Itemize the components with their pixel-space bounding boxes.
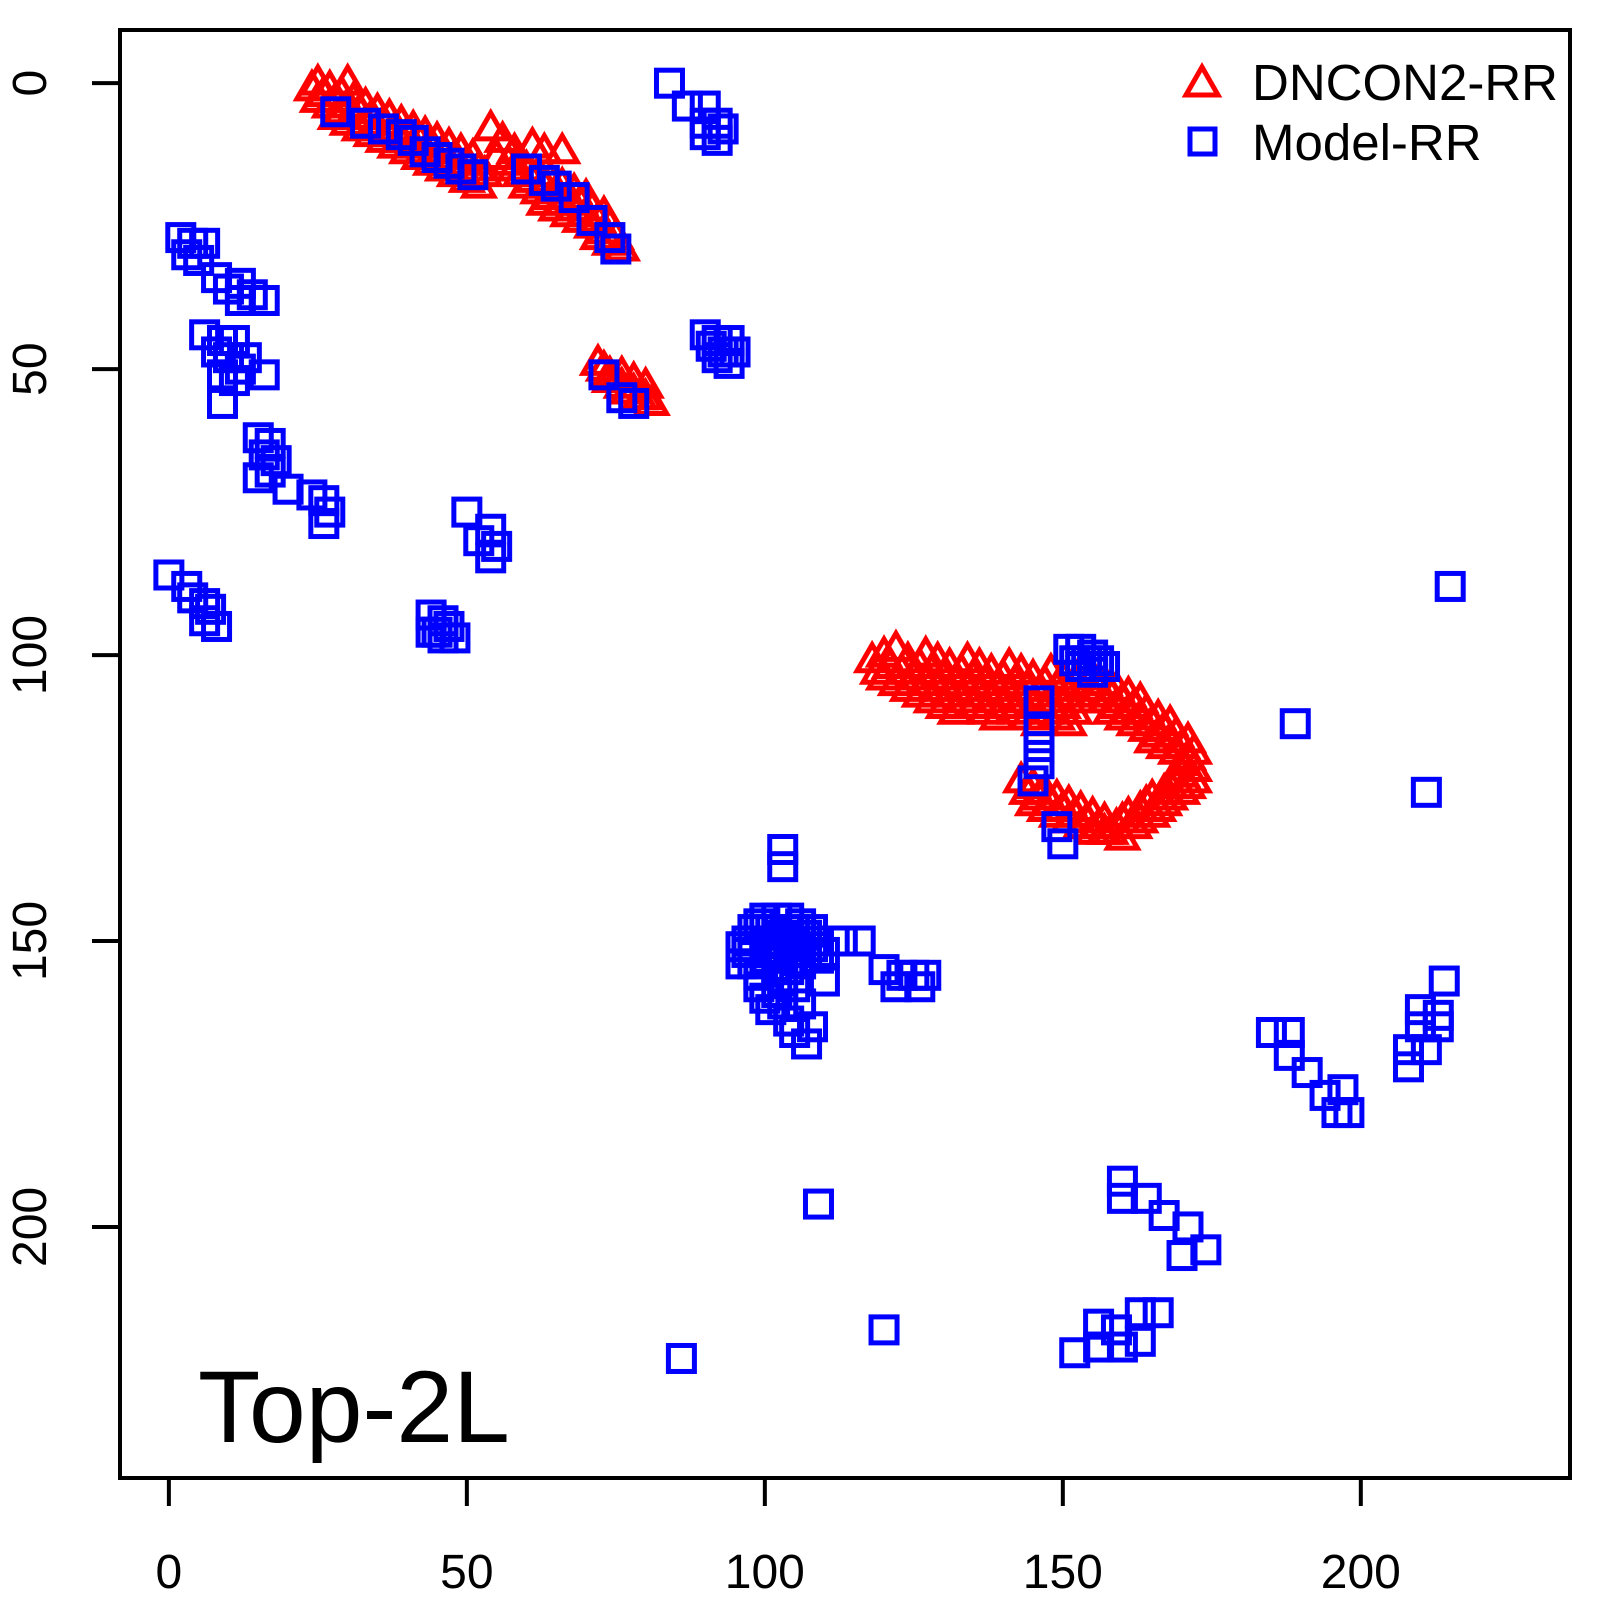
scatter-point-square	[1130, 1182, 1162, 1214]
scatter-point-triangle	[1174, 759, 1214, 794]
scatter-point-square	[1279, 708, 1311, 740]
scatter-point-square	[1434, 570, 1466, 602]
x-tick-label: 50	[440, 1546, 493, 1599]
x-tick-label: 100	[725, 1546, 805, 1599]
scatter-point-square	[320, 96, 352, 128]
scatter-point-square	[1017, 765, 1049, 797]
scatter-point-square	[558, 182, 590, 214]
scatter-point-square	[248, 359, 280, 391]
scatter-point-square	[248, 284, 280, 316]
scatter-point-square	[671, 90, 703, 122]
scatter-point-square	[201, 610, 233, 642]
scatter-point-square	[701, 124, 733, 156]
scatter-point-square	[183, 244, 215, 276]
scatter-point-square	[1023, 685, 1055, 717]
scatter-point-square	[826, 925, 858, 957]
scatter-point-square	[1059, 1337, 1091, 1369]
legend-item-model: Model-RR	[1178, 112, 1558, 172]
scatter-point-square	[1041, 811, 1073, 843]
scatter-point-square	[844, 925, 876, 957]
scatter-point-square	[1410, 776, 1442, 808]
scatter-point-square	[1404, 994, 1436, 1026]
scatter-point-square	[1023, 713, 1055, 745]
y-tick-label: 50	[4, 342, 57, 395]
square-marker-icon	[1187, 126, 1218, 157]
plot-annotation: Top-2L	[198, 1350, 510, 1464]
scatter-point-square	[791, 1028, 823, 1060]
scatter-point-square	[475, 542, 507, 574]
scatter-point-square	[1172, 1211, 1204, 1243]
scatter-point-square	[457, 159, 489, 191]
scatter-point-square	[1106, 1165, 1138, 1197]
scatter-point-square	[713, 347, 745, 379]
scatter-point-square	[1190, 1234, 1222, 1266]
scatter-point-square	[797, 1011, 829, 1043]
scatter-point-square	[665, 1342, 697, 1374]
y-tick-label: 0	[4, 70, 57, 97]
scatter-point-square	[1428, 965, 1460, 997]
y-tick-label: 200	[4, 1187, 57, 1267]
scatter-point-square	[1124, 1325, 1156, 1357]
scatter-point-square	[868, 1314, 900, 1346]
scatter-point-square	[1047, 828, 1079, 860]
scatter-point-square	[1273, 1039, 1305, 1071]
scatter-point-square	[1333, 1097, 1365, 1129]
scatter-point-square	[600, 233, 632, 265]
scatter-point-square	[1410, 1034, 1442, 1066]
scatter-point-square	[779, 971, 811, 1003]
scatter-point-square	[367, 113, 399, 145]
legend: DNCON2-RR Model-RR	[1178, 52, 1558, 172]
scatter-point-square	[767, 851, 799, 883]
scatter-point-triangle	[542, 130, 582, 165]
x-tick-label: 150	[1023, 1546, 1103, 1599]
scatter-point-square	[1273, 1017, 1305, 1049]
scatter-point-square	[1124, 1297, 1156, 1329]
scatter-point-square	[1023, 748, 1055, 780]
triangle-marker-icon	[1181, 61, 1223, 98]
scatter-point-square	[1291, 1057, 1323, 1089]
scatter-point-square	[808, 965, 840, 997]
scatter-point-triangle	[471, 107, 511, 142]
legend-label-model: Model-RR	[1252, 113, 1482, 171]
scatter-point-square	[588, 359, 620, 391]
x-tick-label: 0	[156, 1546, 183, 1599]
scatter-point-square	[767, 834, 799, 866]
scatter-point-square	[1023, 731, 1055, 763]
scatter-point-square	[618, 387, 650, 419]
scatter-point-square	[451, 496, 483, 528]
scatter-point-square	[802, 1188, 834, 1220]
scatter-point-square	[1106, 1331, 1138, 1363]
scatter-point-square	[308, 508, 340, 540]
scatter-point-square	[350, 107, 382, 139]
scatter-point-square	[1255, 1017, 1287, 1049]
plot-border	[118, 28, 1572, 1480]
scatter-point-square	[207, 387, 239, 419]
scatter-point-square	[653, 67, 685, 99]
scatter-point-square	[904, 971, 936, 1003]
y-tick-label: 150	[4, 901, 57, 981]
scatter-point-square	[1142, 1297, 1174, 1329]
scatter-point-square	[415, 616, 447, 648]
y-tick-label: 100	[4, 615, 57, 695]
scatter-point-square	[1089, 651, 1121, 683]
scatter-point-square	[242, 462, 274, 494]
scatter-point-square	[1392, 1051, 1424, 1083]
scatter-point-square	[1083, 1308, 1115, 1340]
scatter-point-square	[1327, 1074, 1359, 1106]
scatter-point-triangle	[876, 628, 916, 662]
scatter-point-triangle	[632, 382, 671, 416]
scatter-point-square	[576, 204, 608, 236]
scatter-point-square	[802, 942, 834, 974]
scatter-point-square	[1392, 1034, 1424, 1066]
x-tick-label: 200	[1321, 1546, 1401, 1599]
legend-item-dncon2: DNCON2-RR	[1178, 52, 1558, 112]
legend-label-dncon2: DNCON2-RR	[1252, 53, 1558, 111]
